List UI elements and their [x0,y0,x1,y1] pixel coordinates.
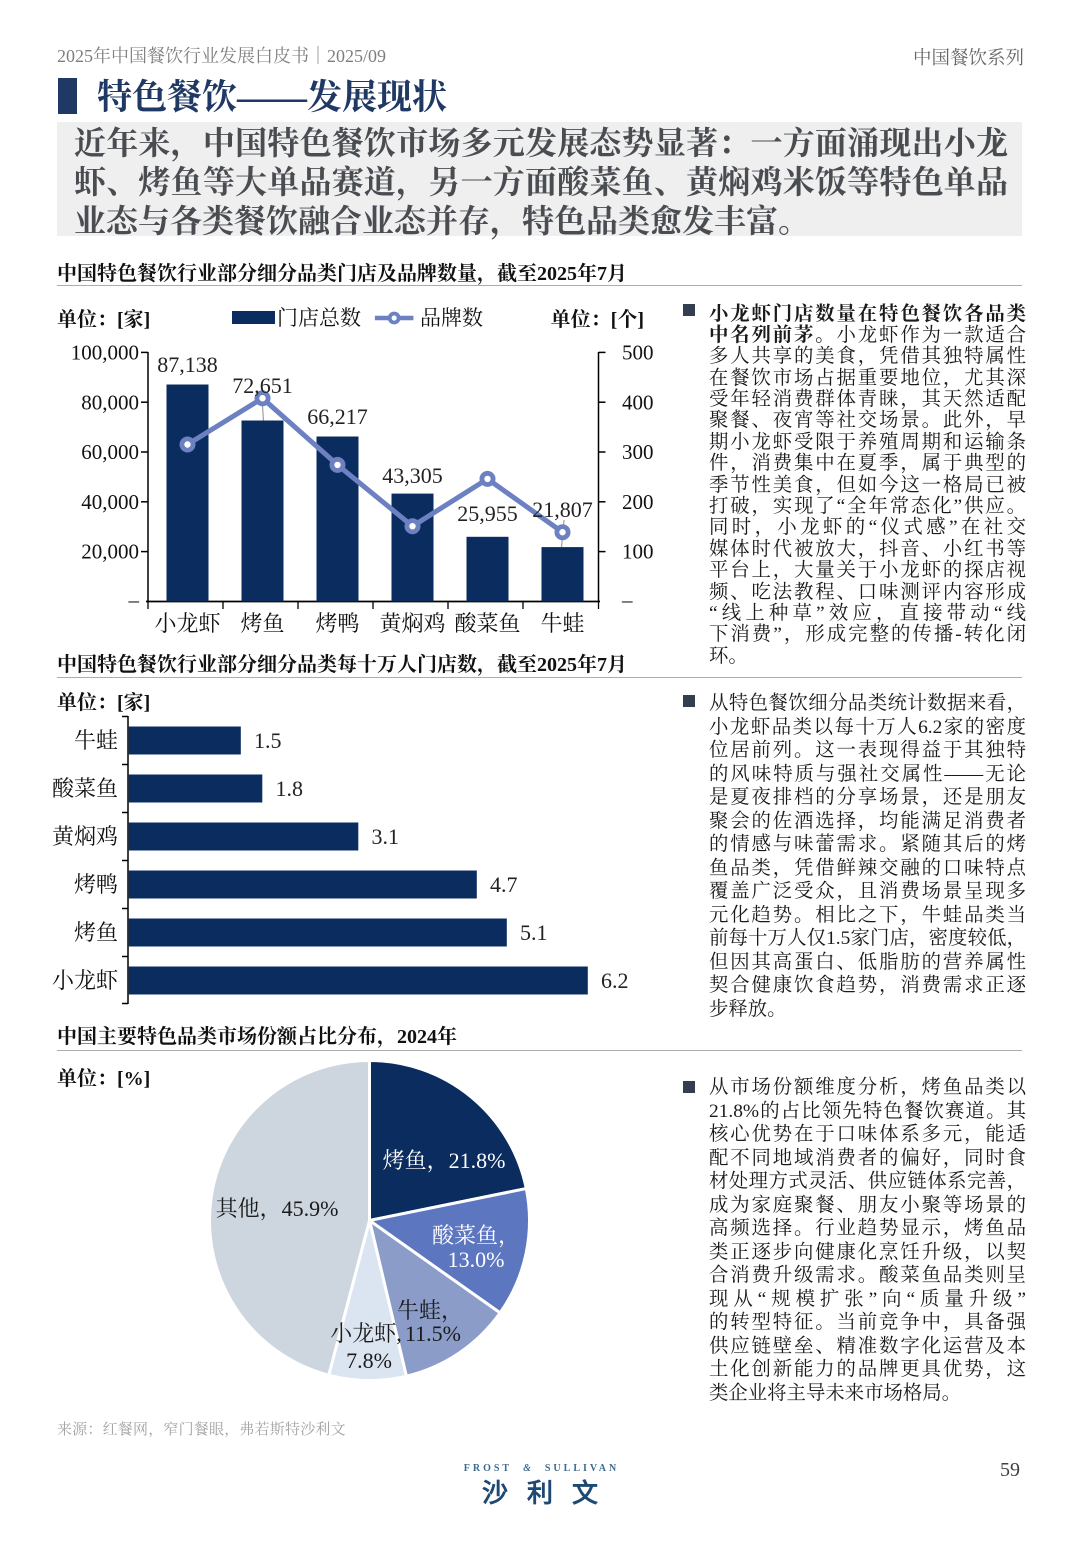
svg-text:小龙虾: 小龙虾 [52,968,118,993]
svg-text:87,138: 87,138 [157,352,218,377]
svg-text:烤鸭: 烤鸭 [74,872,118,897]
svg-text:6.2: 6.2 [601,968,629,993]
svg-text:牛蛙: 牛蛙 [74,728,118,753]
svg-text:60,000: 60,000 [81,440,139,464]
svg-text:11.5%: 11.5% [405,1321,461,1346]
svg-text:4.7: 4.7 [490,872,518,897]
svg-text:烤鸭: 烤鸭 [315,611,359,636]
svg-text:3.1: 3.1 [372,824,400,849]
svg-text:烤鱼: 烤鱼 [240,611,284,636]
svg-text:烤鱼: 烤鱼 [74,920,118,945]
svg-text:牛蛙，: 牛蛙， [397,1298,463,1324]
svg-text:40,000: 40,000 [81,490,139,514]
svg-text:1.8: 1.8 [276,776,304,801]
svg-text:100: 100 [622,540,654,564]
svg-text:5.1: 5.1 [520,920,548,945]
svg-text:黄焖鸡: 黄焖鸡 [379,611,445,636]
svg-text:200: 200 [622,490,654,514]
svg-text:烤鱼，21.8%: 烤鱼，21.8% [383,1148,506,1174]
svg-text:–: – [128,588,140,612]
svg-text:20,000: 20,000 [81,540,139,564]
svg-text:其他，45.9%: 其他，45.9% [216,1196,339,1222]
svg-text:72,651: 72,651 [232,373,293,398]
svg-text:500: 500 [622,341,654,365]
svg-text:43,305: 43,305 [382,463,443,488]
svg-text:400: 400 [622,390,654,414]
svg-text:–: – [621,588,633,612]
svg-text:牛蛙: 牛蛙 [540,611,584,636]
svg-text:66,217: 66,217 [307,404,368,429]
svg-text:酸菜鱼: 酸菜鱼 [52,776,118,801]
svg-text:13.0%: 13.0% [448,1247,505,1272]
svg-text:酸菜鱼: 酸菜鱼 [454,611,520,636]
svg-text:酸菜鱼，: 酸菜鱼， [432,1223,520,1249]
svg-text:1.5: 1.5 [254,728,282,753]
svg-text:21,807: 21,807 [532,497,593,522]
svg-text:100,000: 100,000 [71,341,139,365]
svg-text:小龙虾,: 小龙虾, [330,1321,402,1346]
svg-text:7.8%: 7.8% [346,1348,392,1373]
svg-text:80,000: 80,000 [81,390,139,414]
svg-text:25,955: 25,955 [457,501,518,526]
svg-text:黄焖鸡: 黄焖鸡 [52,824,118,849]
svg-text:小龙虾: 小龙虾 [154,611,220,636]
svg-text:300: 300 [622,440,654,464]
